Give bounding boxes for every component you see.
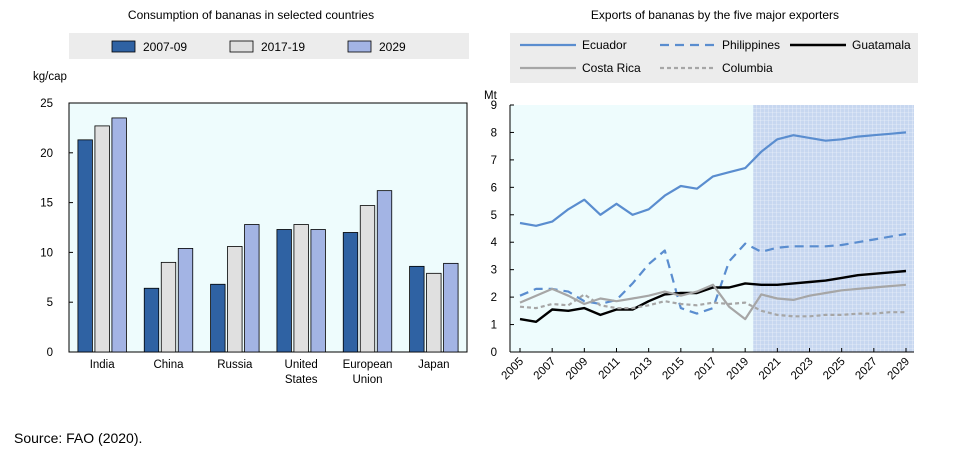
- line-y-tick-label: 2: [491, 292, 497, 304]
- bar-y-ticks: 0 5 10 15 20 25: [40, 98, 73, 359]
- line-x-tick-label: 2023: [789, 356, 816, 383]
- line-philippines: [519, 232, 907, 315]
- line-x-tick-label: 2025: [821, 356, 848, 383]
- bar-2017-19-china: [160, 261, 177, 353]
- line-y-tick-label: 5: [491, 210, 497, 222]
- line-guatamala: [519, 269, 907, 323]
- bar-legend-swatch: [347, 40, 372, 53]
- line-legend: Ecuador Philippines Guatamala Costa Rica Col…: [520, 38, 911, 75]
- bar-2017-19-japan: [426, 272, 442, 353]
- line-x-tick-label: 2007: [532, 356, 559, 383]
- bar-2029-russia: [244, 224, 260, 353]
- bar-y-tick-label: 15: [40, 198, 53, 210]
- line-chart-title: Exports of bananas by the five major exp…: [591, 8, 839, 22]
- bar-legend-label: 2029: [379, 40, 406, 54]
- bar-2017-19-european-union: [359, 205, 376, 353]
- bar-legend-swatch: [229, 40, 254, 53]
- bar-y-tick-label: 0: [47, 347, 53, 359]
- bar-x-tick-label: India: [90, 359, 116, 371]
- line-x-tick-label: 2015: [660, 356, 687, 383]
- line-y-tick-label: 7: [491, 155, 497, 167]
- bar-2017-19-united-states: [293, 224, 309, 353]
- projection-period-shading: [753, 105, 914, 352]
- bar-y-tick-label: 5: [47, 297, 53, 309]
- bar-x-tick-label: United: [285, 359, 318, 371]
- bar-chart: Consumption of bananas in selected count…: [33, 8, 469, 386]
- bar-series: [77, 117, 459, 353]
- line-x-tick-label: 2019: [725, 356, 752, 383]
- line-y-tick-label: 3: [491, 265, 497, 277]
- bar-2007-09-india: [77, 139, 93, 353]
- bar-legend-swatch: [111, 40, 136, 53]
- line-y-axis-label: Mt: [484, 90, 498, 102]
- bar-plot-area: [68, 102, 468, 353]
- bar-2029-china: [177, 248, 194, 353]
- line-costa-rica: [519, 283, 907, 321]
- line-series: [519, 131, 907, 323]
- line-legend-label: Columbia: [722, 61, 773, 75]
- line-x-tick-label: 2005: [500, 356, 527, 383]
- bar-legend-label: 2007-09: [143, 40, 187, 54]
- line-y-tick-label: 4: [491, 237, 498, 249]
- line-x-ticks: 2005 2007 2009 2011 2013 2015 2017 2019 2021 2023…: [500, 348, 913, 383]
- line-x-tick-label: 2017: [693, 356, 720, 383]
- bar-legend-box: [69, 33, 469, 59]
- bar-x-tick-label: Japan: [418, 359, 449, 371]
- line-x-tick-label: 2013: [628, 356, 655, 383]
- line-y-tick-label: 8: [491, 127, 497, 139]
- line-legend-label: Guatamala: [852, 38, 911, 52]
- line-y-tick-label: 1: [491, 320, 497, 332]
- line-legend-box: [510, 33, 918, 83]
- bar-legend: 2007-09 2017-19 2029: [111, 40, 406, 54]
- source-note: Source: FAO (2020).: [14, 430, 143, 446]
- line-ecuador: [519, 131, 907, 227]
- line-y-tick-label: 0: [491, 347, 497, 359]
- bar-y-tick-label: 10: [40, 247, 53, 259]
- line-x-tick-label: 2029: [886, 356, 913, 383]
- bar-2029-european-union: [376, 190, 393, 353]
- bar-x-labels: India China Russia United States European Unio…: [90, 359, 450, 386]
- bar-2017-19-india: [94, 125, 110, 353]
- bar-x-tick-label: Russia: [217, 359, 253, 371]
- bar-x-tick-label: Union: [352, 374, 382, 386]
- bar-2007-09-russia: [210, 283, 226, 353]
- bar-2007-09-european-union: [342, 232, 359, 353]
- bar-y-axis-label: kg/cap: [33, 71, 67, 83]
- line-legend-label: Philippines: [722, 38, 780, 52]
- line-x-tick-label: 2009: [564, 356, 591, 383]
- bar-2029-india: [111, 117, 127, 353]
- bar-2007-09-united-states: [276, 229, 292, 353]
- bar-2029-united-states: [310, 229, 326, 353]
- line-y-tick-label: 9: [491, 100, 497, 112]
- bar-chart-title: Consumption of bananas in selected count…: [128, 8, 374, 22]
- bar-x-tick-label: European: [343, 359, 393, 371]
- bar-y-tick-label: 20: [40, 148, 53, 160]
- line-x-tick-label: 2011: [597, 356, 623, 382]
- bar-2007-09-china: [143, 287, 160, 353]
- bar-y-tick-label: 25: [40, 98, 53, 110]
- line-legend-label: Costa Rica: [582, 61, 641, 75]
- line-y-tick-label: 6: [491, 182, 497, 194]
- line-x-tick-label: 2027: [853, 356, 880, 383]
- bar-2017-19-russia: [227, 246, 243, 353]
- line-x-tick-label: 2021: [757, 356, 784, 383]
- bar-2007-09-japan: [409, 265, 425, 353]
- bar-legend-label: 2017-19: [261, 40, 305, 54]
- bar-x-tick-label: States: [285, 374, 318, 386]
- line-legend-label: Ecuador: [582, 38, 627, 52]
- line-chart: Exports of bananas by the five major exp…: [484, 8, 918, 382]
- bar-x-tick-label: China: [153, 359, 184, 371]
- line-y-ticks: 0 1 2 3 4 5 6 7 8 9: [491, 100, 514, 359]
- bar-2029-japan: [443, 262, 459, 353]
